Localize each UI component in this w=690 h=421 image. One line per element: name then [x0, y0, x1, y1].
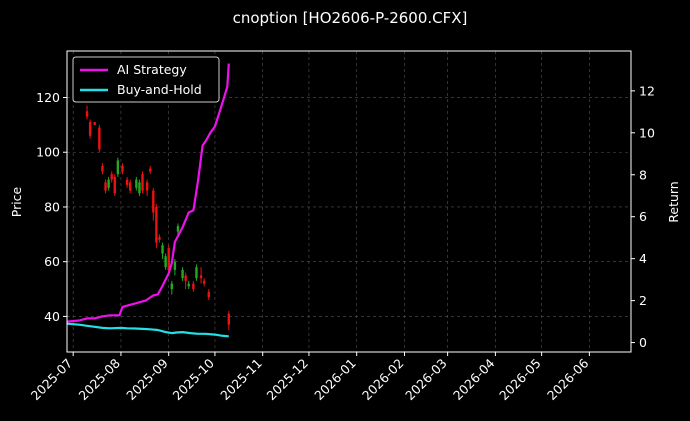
candle-body	[128, 182, 132, 191]
candle-body	[192, 283, 195, 290]
x-tick-label: 2026-05	[496, 356, 544, 404]
candle-body	[113, 176, 116, 194]
x-tick-label: 2026-01	[311, 356, 359, 404]
candle-body	[158, 237, 161, 240]
candle-body	[173, 261, 177, 270]
right-y-tick-label: 2	[639, 293, 647, 308]
candle-body	[184, 275, 187, 281]
legend-box	[72, 56, 220, 103]
candle-body	[227, 313, 231, 325]
x-tick-label: 2025-09	[123, 355, 171, 403]
plot-frame	[66, 50, 632, 353]
candle-body	[104, 182, 107, 191]
x-tick-label: 2025-07	[28, 356, 76, 404]
x-tick-label: 2025-12	[264, 356, 312, 404]
x-tick-label: 2026-03	[402, 356, 450, 404]
candle-body	[125, 179, 129, 186]
candle-body	[187, 283, 190, 287]
candle-body	[135, 179, 138, 188]
candle-body	[88, 122, 92, 136]
left-y-tick-label: 60	[44, 254, 60, 269]
candle-body	[98, 127, 101, 150]
x-tick-label: 2025-08	[76, 355, 124, 403]
left-y-tick-label: 40	[44, 309, 60, 324]
x-tick-label: 2025-10	[170, 355, 218, 403]
candle-body	[164, 256, 167, 268]
candle-body	[176, 226, 180, 232]
candle-body	[199, 275, 203, 279]
candle-body	[207, 291, 210, 298]
chart-title: cnoption [HO2606-P-2600.CFX]	[233, 9, 468, 27]
candle-body	[101, 165, 104, 172]
left-y-tick-label: 120	[36, 90, 60, 105]
buy-and-hold-line	[66, 322, 229, 338]
candle-body	[141, 174, 144, 191]
right-y-axis-label: Return	[666, 181, 681, 222]
candle-body	[167, 248, 170, 270]
candle-body	[110, 174, 113, 180]
right-y-tick-label: 6	[639, 209, 647, 224]
left-y-axis-label: Price	[9, 186, 24, 217]
legend: AI Strategy Buy-and-Hold	[72, 56, 220, 103]
candle-body	[149, 168, 152, 172]
x-tick-label: 2026-04	[450, 355, 498, 403]
candle-body	[202, 280, 206, 284]
candle-body	[152, 190, 155, 213]
candle-body	[181, 269, 184, 279]
candle-body	[107, 179, 110, 188]
right-y-tick-label: 8	[639, 167, 647, 182]
candle-body	[121, 165, 124, 172]
candle-body	[93, 122, 96, 125]
left-y-tick-label: 100	[36, 145, 60, 160]
right-y-tick-label: 10	[639, 125, 655, 140]
x-tick-label: 2025-11	[217, 356, 265, 404]
candle-body	[85, 111, 89, 117]
candle-body	[138, 182, 141, 194]
candle-body	[170, 283, 173, 290]
right-y-tick-label: 12	[639, 83, 655, 98]
right-y-axis-ticks: 0 2 4 6 8 10 12	[631, 83, 655, 350]
right-y-tick-label: 4	[639, 251, 647, 266]
candle-body	[145, 182, 149, 191]
candle-body	[116, 160, 120, 175]
x-tick-label: 2026-02	[359, 356, 407, 404]
candle-body	[195, 267, 198, 279]
legend-buy-and-hold-label: Buy-and-Hold	[117, 82, 202, 97]
left-y-tick-label: 80	[44, 199, 60, 214]
legend-ai-strategy-label: AI Strategy	[117, 62, 187, 77]
left-y-axis-ticks: 40 60 80 100 120	[36, 90, 67, 324]
ai-strategy-line	[66, 63, 230, 323]
candlestick-series	[85, 105, 231, 331]
right-y-tick-label: 0	[639, 335, 647, 350]
x-tick-label: 2026-06	[544, 355, 592, 403]
line-series	[66, 63, 230, 338]
candle-body	[155, 206, 158, 243]
candle-body	[161, 245, 164, 254]
